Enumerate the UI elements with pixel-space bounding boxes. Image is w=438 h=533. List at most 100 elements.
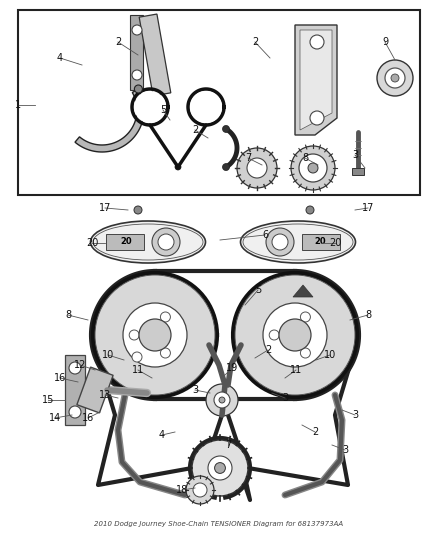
Circle shape [139, 319, 171, 351]
Polygon shape [293, 285, 313, 297]
Circle shape [69, 406, 81, 418]
Text: 2: 2 [115, 37, 121, 47]
Text: 5: 5 [255, 285, 261, 295]
Circle shape [306, 206, 314, 214]
Polygon shape [139, 14, 171, 96]
Text: 6: 6 [262, 230, 268, 240]
Text: 10: 10 [324, 350, 336, 360]
Circle shape [279, 319, 311, 351]
Circle shape [214, 392, 230, 408]
Circle shape [237, 148, 277, 188]
Text: 20: 20 [86, 238, 98, 248]
Circle shape [308, 163, 318, 173]
Circle shape [134, 206, 142, 214]
Text: 17: 17 [99, 203, 111, 213]
Circle shape [208, 456, 232, 480]
Circle shape [132, 352, 142, 362]
Polygon shape [75, 89, 144, 152]
Text: 3: 3 [342, 445, 348, 455]
Text: 20: 20 [120, 238, 132, 246]
Polygon shape [65, 355, 85, 425]
Text: 1: 1 [15, 100, 21, 110]
Ellipse shape [240, 221, 356, 263]
Circle shape [247, 158, 267, 178]
Text: 19: 19 [226, 363, 238, 373]
Circle shape [160, 312, 170, 322]
Text: 8: 8 [65, 310, 71, 320]
Text: 11: 11 [132, 365, 144, 375]
Circle shape [269, 330, 279, 340]
Text: 7: 7 [245, 153, 251, 163]
Circle shape [300, 348, 311, 358]
Text: 4: 4 [57, 53, 63, 63]
Ellipse shape [91, 221, 205, 263]
Circle shape [69, 362, 81, 374]
Text: 14: 14 [49, 413, 61, 423]
Polygon shape [130, 15, 143, 90]
Circle shape [134, 91, 166, 123]
Text: 2: 2 [265, 345, 271, 355]
Circle shape [186, 476, 214, 504]
Circle shape [263, 303, 327, 367]
Circle shape [152, 228, 180, 256]
Text: 20: 20 [314, 238, 326, 246]
Ellipse shape [243, 224, 353, 260]
Circle shape [206, 384, 238, 416]
Bar [352, 168, 364, 175]
Bar [106, 234, 144, 250]
Text: 2: 2 [192, 125, 198, 135]
Circle shape [132, 70, 142, 80]
Circle shape [310, 111, 324, 125]
Bar [18, 10, 420, 195]
Circle shape [266, 228, 294, 256]
Polygon shape [300, 30, 332, 130]
Circle shape [299, 154, 327, 182]
Circle shape [132, 25, 142, 35]
Circle shape [219, 397, 225, 403]
Text: 9: 9 [382, 37, 388, 47]
Circle shape [385, 68, 405, 88]
Text: 15: 15 [42, 395, 54, 405]
Circle shape [272, 234, 288, 250]
Circle shape [291, 146, 335, 190]
Circle shape [158, 234, 174, 250]
Text: 2010 Dodge Journey Shoe-Chain TENSIONER Diagram for 68137973AA: 2010 Dodge Journey Shoe-Chain TENSIONER … [95, 521, 343, 527]
Circle shape [95, 275, 215, 395]
Circle shape [300, 312, 311, 322]
Text: 13: 13 [99, 390, 111, 400]
Circle shape [215, 463, 226, 473]
Text: 4: 4 [159, 430, 165, 440]
Circle shape [223, 164, 230, 171]
Ellipse shape [93, 224, 203, 260]
Circle shape [129, 330, 139, 340]
Text: 16: 16 [82, 413, 94, 423]
Circle shape [160, 348, 170, 358]
Circle shape [175, 164, 181, 170]
Text: 2: 2 [312, 427, 318, 437]
Circle shape [123, 303, 187, 367]
Circle shape [223, 125, 230, 132]
Text: 16: 16 [54, 373, 66, 383]
Circle shape [190, 91, 222, 123]
Circle shape [377, 60, 413, 96]
Text: 12: 12 [74, 360, 86, 370]
Circle shape [391, 74, 399, 82]
Bar [302, 234, 340, 250]
Text: 8: 8 [302, 153, 308, 163]
Text: 2: 2 [252, 37, 258, 47]
Circle shape [235, 275, 355, 395]
Text: 10: 10 [102, 350, 114, 360]
Circle shape [192, 440, 248, 496]
Text: 20: 20 [329, 238, 341, 248]
Text: 3: 3 [352, 410, 358, 420]
Polygon shape [295, 25, 337, 135]
Circle shape [193, 483, 207, 497]
Text: 18: 18 [176, 485, 188, 495]
Circle shape [310, 35, 324, 49]
Text: 11: 11 [290, 365, 302, 375]
Text: 8: 8 [365, 310, 371, 320]
Polygon shape [77, 367, 113, 413]
Text: 5: 5 [160, 105, 166, 115]
Text: 3: 3 [282, 393, 288, 403]
Text: 3: 3 [352, 150, 358, 160]
